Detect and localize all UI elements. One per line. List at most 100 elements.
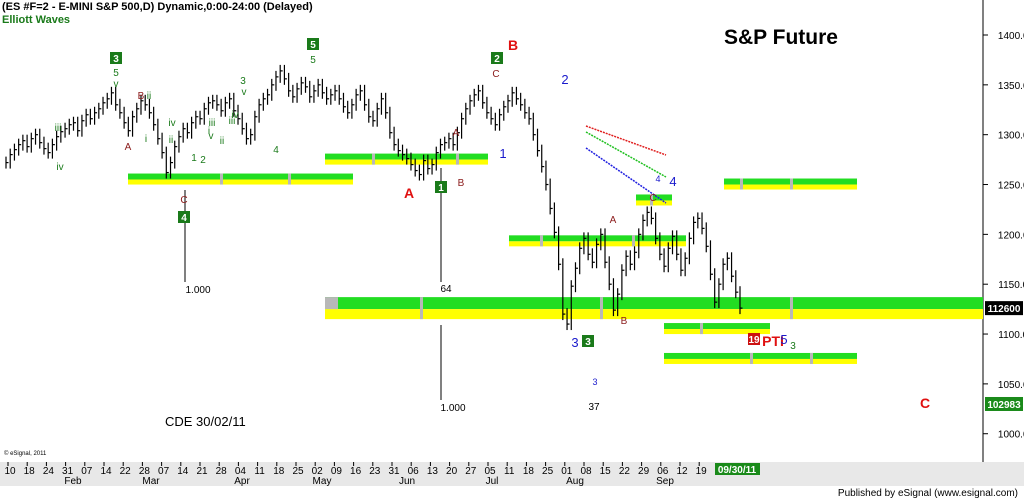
x-tick-label: 08: [580, 466, 592, 477]
footer-area: [0, 486, 1024, 504]
price-label-box: [985, 301, 1023, 316]
fib-label: 1.000: [440, 403, 465, 414]
x-tick-label: 01: [561, 466, 573, 477]
channel-line: [585, 131, 667, 178]
wave-label: C: [492, 69, 499, 80]
wave-label: B: [508, 37, 518, 53]
cde-label: CDE 30/02/11: [165, 414, 246, 429]
x-tick-label: 10: [4, 466, 16, 477]
x-month-label: Apr: [234, 476, 250, 487]
x-month-label: Feb: [64, 476, 82, 487]
band-marker: [600, 297, 603, 320]
chart-title: S&P Future: [724, 26, 838, 49]
wave-label: ii: [169, 135, 173, 146]
wave-label-boxed: 4: [181, 213, 187, 224]
x-month-label: Sep: [656, 476, 674, 487]
y-tick-label: 1250.00: [998, 181, 1024, 192]
x-tick-label: 31: [62, 466, 74, 477]
wave-label: A: [404, 185, 414, 201]
y-tick-label: 1150.00: [998, 280, 1024, 291]
x-tick-label: 14: [100, 466, 112, 477]
band-green: [509, 235, 686, 242]
wave-label: iv: [56, 162, 63, 173]
x-month-label: Jun: [399, 476, 415, 487]
wave-label: PTI: [762, 333, 784, 349]
x-tick-label: 14: [177, 466, 189, 477]
wave-label: v: [242, 87, 247, 98]
wave-label: 4: [273, 145, 279, 156]
x-tick-label: 12: [676, 466, 688, 477]
wave-label: 1: [499, 146, 506, 161]
fib-label: 1.000: [185, 285, 210, 296]
band-marker: [790, 178, 793, 190]
x-tick-label: 13: [427, 466, 439, 477]
band-green: [636, 194, 672, 201]
wave-label: 1: [191, 153, 197, 164]
current-date-box: [715, 463, 760, 475]
wave-label: 2: [200, 155, 206, 166]
wave-box: [307, 38, 319, 50]
fib-label: 64: [440, 284, 452, 295]
price-label: 102983: [987, 400, 1021, 411]
wave-label: 3: [240, 76, 246, 87]
wave-label-boxed: 19: [748, 335, 760, 346]
wave-label: 4: [655, 174, 660, 184]
wave-box: [491, 52, 503, 64]
x-tick-label: 22: [120, 466, 132, 477]
x-tick-label: 24: [43, 466, 55, 477]
x-tick-label: 23: [369, 466, 381, 477]
band-marker: [372, 153, 375, 165]
band-marker: [288, 173, 291, 185]
wave-label: A: [610, 215, 617, 226]
study-label: Elliott Waves: [2, 14, 71, 26]
price-bands: 1.000 64 1.000: [128, 153, 983, 414]
x-month-label: Mar: [142, 476, 160, 487]
band-yellow: [128, 179, 353, 185]
band-marker: [420, 297, 423, 320]
plot-area: [0, 0, 983, 462]
wave-label: iv: [168, 118, 175, 129]
band-marker: [220, 173, 223, 185]
x-axis-ticks: 10 18 24 31 07 14 22 28 07 14 21 28 04 11 18 25 02 09 16 23…: [4, 462, 760, 487]
band-green: [664, 352, 857, 359]
wave-label-boxed: 5: [310, 40, 316, 51]
wave-label: C: [649, 193, 656, 204]
y-tick-label: 1050.00: [998, 380, 1024, 391]
x-tick-label: 16: [350, 466, 362, 477]
wave-label: iii: [55, 123, 62, 134]
x-tick-label: 05: [484, 466, 496, 477]
x-tick-label: 25: [292, 466, 304, 477]
band-yellow: [636, 200, 672, 206]
x-tick-label: 22: [619, 466, 631, 477]
wave-label: i: [145, 134, 147, 145]
current-date-label: 09/30/11: [718, 465, 757, 476]
band-marker: [700, 323, 703, 335]
symbol-header: (ES #F=2 - E-MINI S&P 500,D) Dynamic,0:0…: [2, 1, 313, 13]
band-marker: [456, 153, 459, 165]
wave-box: [178, 211, 190, 223]
band-yellow: [664, 329, 770, 335]
wave-label: 4: [669, 174, 676, 189]
x-tick-label: 18: [273, 466, 285, 477]
x-month-label: May: [313, 476, 332, 487]
wave-label: v: [114, 79, 119, 90]
wave-label: ii: [220, 136, 224, 147]
x-tick-label: 21: [196, 466, 208, 477]
band-green: [325, 297, 983, 310]
x-axis-bar: [0, 462, 1024, 486]
wave-box: [435, 181, 447, 193]
x-tick-label: 04: [235, 466, 247, 477]
x-tick-label: 29: [638, 466, 650, 477]
y-tick-label: 1100.00: [998, 330, 1024, 341]
x-tick-label: 09: [331, 466, 343, 477]
band-marker: [650, 194, 653, 206]
y-axis-ticks: 1400.00 1350.00 1300.00 1250.00 1200.00 1150.…: [983, 31, 1024, 441]
band-marker: [632, 235, 635, 247]
wave-label: B: [621, 316, 628, 327]
band-marker: [790, 297, 793, 320]
band-marker: [740, 178, 743, 190]
x-tick-label: 18: [523, 466, 535, 477]
wave-label: A: [125, 142, 132, 153]
